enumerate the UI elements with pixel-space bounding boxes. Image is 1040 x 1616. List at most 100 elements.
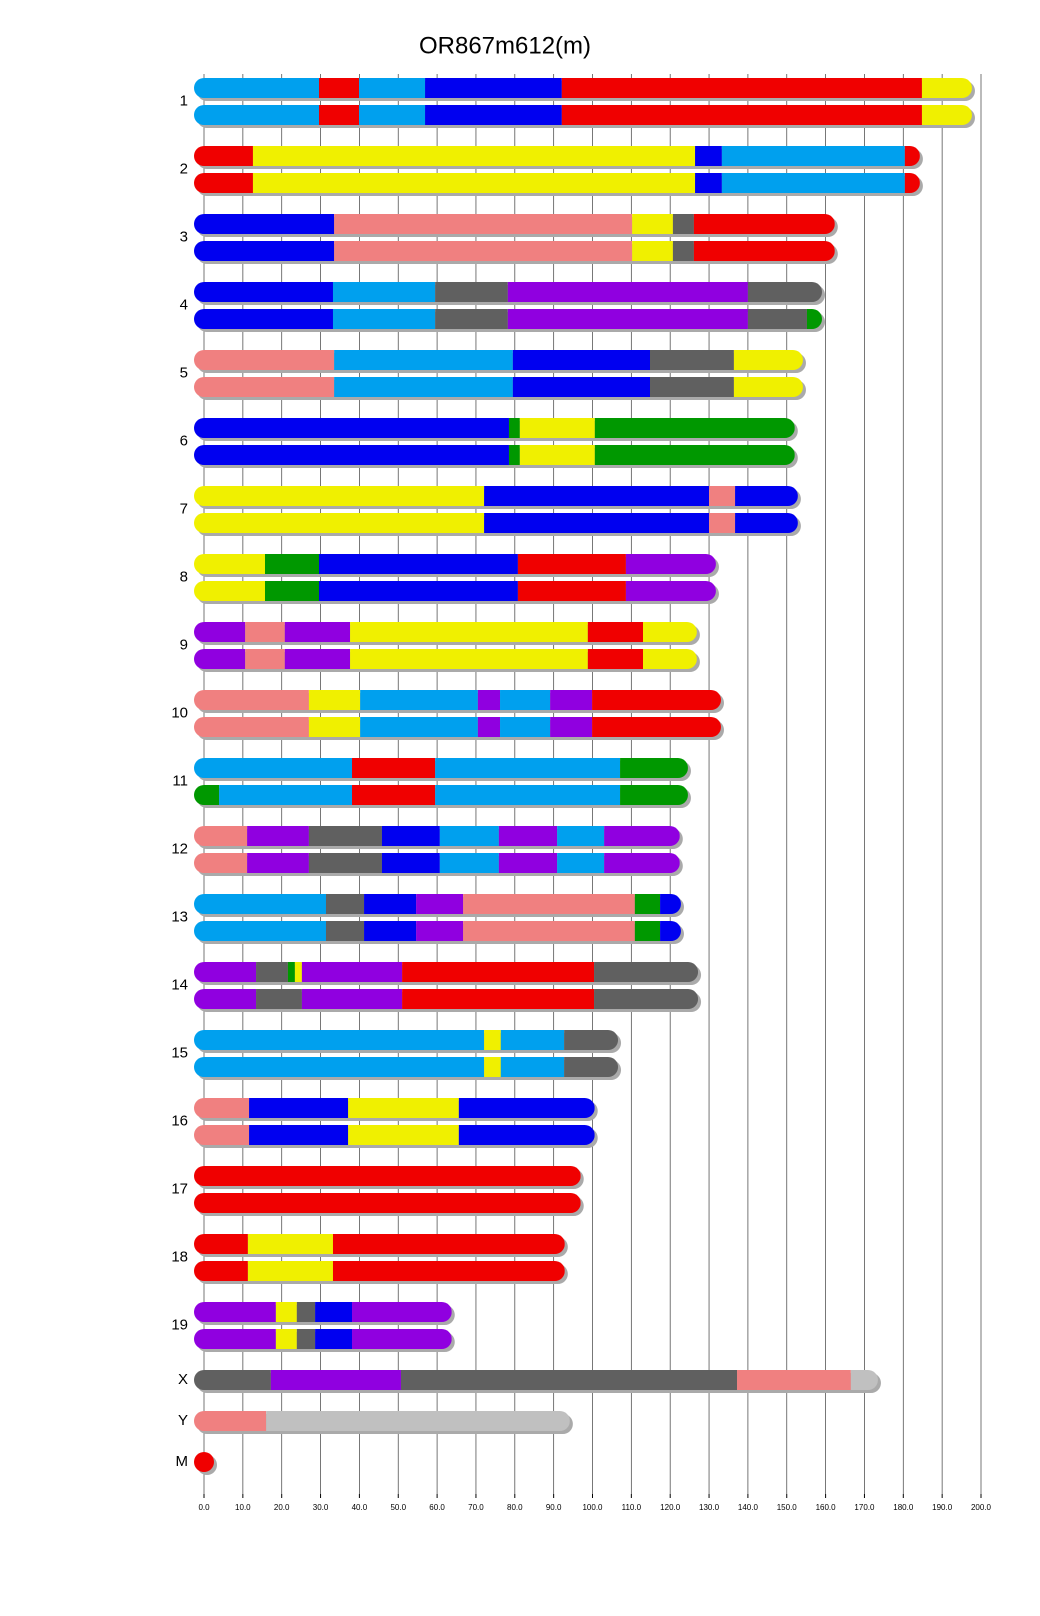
segment [194,78,319,98]
segment [194,173,253,193]
segment [733,377,803,397]
haplotype [194,377,803,397]
segment [194,894,326,914]
segment [435,785,621,805]
segment [850,1370,878,1390]
haplotype [194,1370,878,1390]
segment [604,826,680,846]
chromosome-label: 15 [171,1044,188,1061]
segment [359,105,426,125]
segment [632,241,673,261]
segment [695,173,722,193]
segment [247,1261,333,1281]
x-tick-label: 120.0 [660,1503,681,1512]
segment [194,445,509,465]
segment [672,214,694,234]
segment [194,717,309,737]
segment [194,377,335,397]
segment [500,1057,565,1077]
segment [194,418,509,438]
segment [381,853,440,873]
segment [194,1452,214,1472]
haplotype [194,921,681,941]
haplotype [194,1452,214,1472]
segment [458,1125,595,1145]
x-tick-label: 10.0 [235,1503,251,1512]
segment [439,826,499,846]
segment [634,921,661,941]
x-tick-label: 30.0 [313,1503,329,1512]
segment [625,581,716,601]
segment [194,581,265,601]
segment [484,486,710,506]
segment [634,894,661,914]
segment [308,853,382,873]
segment [649,377,734,397]
segment [334,350,513,370]
haplotype [194,717,721,737]
x-tick-label: 100.0 [582,1503,603,1512]
chromosome-label: 6 [180,432,188,449]
segment [484,1057,501,1077]
segment [264,554,319,574]
segment [620,785,688,805]
segment [733,350,803,370]
segment [325,921,365,941]
x-tick-label: 140.0 [738,1503,759,1512]
segment [508,418,520,438]
segment [402,989,595,1009]
segment [194,826,248,846]
segment [194,1193,581,1213]
segment [284,622,351,642]
chromosome-label: 11 [172,772,188,789]
haplotype [194,486,798,506]
segment [721,146,905,166]
segment [194,622,246,642]
segment [649,350,734,370]
segment [332,309,436,329]
segment [400,1370,738,1390]
haplotype [194,785,688,805]
segment [315,1329,353,1349]
segment [194,350,335,370]
chromosome-label: X [178,1371,188,1388]
segment [194,1261,248,1281]
segment [660,894,681,914]
segment [463,921,635,941]
chart-title: OR867m612(m) [419,32,591,59]
x-tick-label: 200.0 [971,1503,992,1512]
haplotype [194,1166,581,1186]
segment [416,921,464,941]
segment [315,1302,353,1322]
haplotype [194,282,823,302]
segment [500,690,551,710]
segment [625,554,716,574]
haplotype [194,1329,452,1349]
x-tick-label: 180.0 [893,1503,914,1512]
segment [592,690,721,710]
segment [194,921,326,941]
x-tick-label: 40.0 [352,1503,368,1512]
segment [350,622,588,642]
haplotype [194,1261,565,1281]
segment [256,962,288,982]
segment [904,173,920,193]
segment [194,785,220,805]
segment [360,717,478,737]
segment [550,690,593,710]
chromosome-label: 7 [180,500,188,517]
segment [350,649,588,669]
segment [587,622,644,642]
segment [484,513,710,533]
segment [301,989,403,1009]
segment [194,554,265,574]
segment [194,1166,581,1186]
segment [194,241,335,261]
chromosome-label: 13 [171,908,188,925]
haplotype [194,1098,595,1118]
segment [695,146,722,166]
haplotype [194,1234,565,1254]
segment [194,649,246,669]
segment [604,853,680,873]
segment [498,826,558,846]
